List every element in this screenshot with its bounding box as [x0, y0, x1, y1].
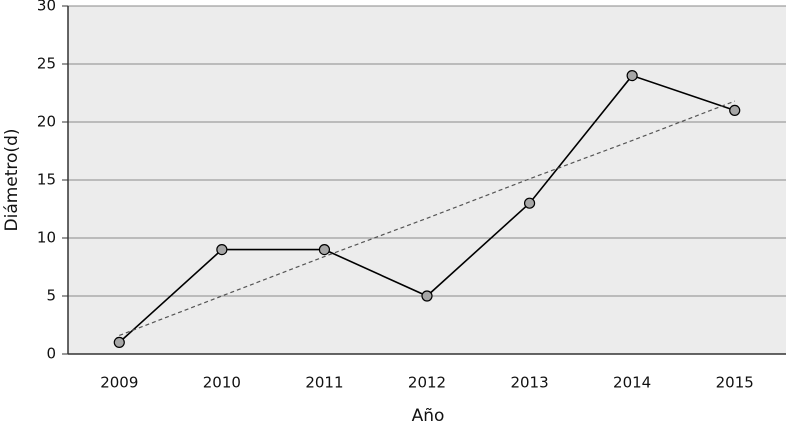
y-tick-label: 10: [37, 229, 56, 247]
y-tick-label: 15: [37, 171, 56, 189]
y-tick-label: 30: [37, 0, 56, 15]
y-tick-label: 20: [37, 113, 56, 131]
x-tick-label: 2009: [100, 374, 138, 392]
x-tick-label: 2014: [613, 374, 651, 392]
point: [523, 197, 536, 209]
trend-line: [119, 100, 735, 337]
x-tick-label: 2012: [408, 374, 446, 392]
point: [626, 69, 638, 82]
point: [216, 244, 228, 256]
point: [318, 244, 331, 256]
x-tick-label: 2011: [305, 374, 343, 392]
y-tick-label: 5: [46, 287, 56, 305]
x-tick-label: 2013: [510, 374, 548, 392]
y-axis-label: Diámetro(d): [2, 129, 22, 232]
y-tick-label: 25: [37, 55, 56, 73]
x-tick-label: 2015: [716, 374, 754, 392]
x-axis-label: Año: [412, 406, 445, 426]
point: [421, 290, 433, 302]
y-tick-label: 0: [46, 345, 56, 363]
point: [729, 104, 741, 117]
x-tick-label: 2010: [203, 374, 241, 392]
point: [113, 336, 125, 348]
